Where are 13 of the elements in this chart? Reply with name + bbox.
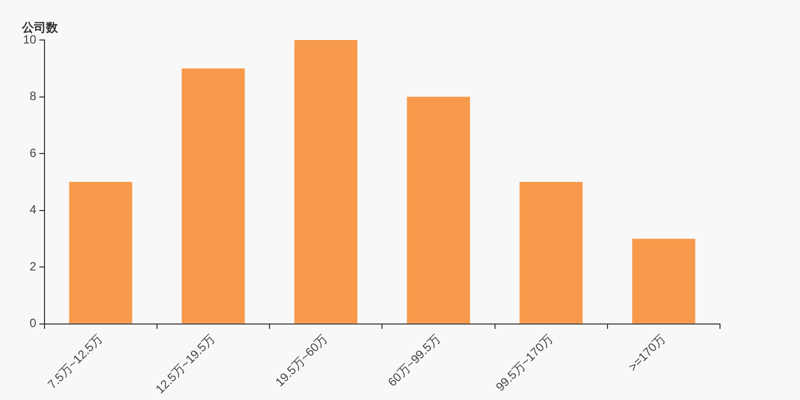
bar: [520, 182, 583, 324]
bar: [632, 238, 696, 324]
y-tick-label: 0: [30, 316, 37, 330]
bar: [406, 96, 470, 324]
y-tick-label: 6: [30, 146, 37, 160]
y-tick-label: 2: [30, 259, 37, 274]
bar: [69, 182, 132, 324]
y-axis-title: 公司数: [21, 20, 59, 34]
bar: [182, 68, 245, 324]
y-tick-label: 4: [30, 202, 37, 217]
y-tick-label: 10: [22, 32, 37, 46]
bar: [294, 40, 358, 324]
y-tick-label: 8: [30, 89, 37, 104]
